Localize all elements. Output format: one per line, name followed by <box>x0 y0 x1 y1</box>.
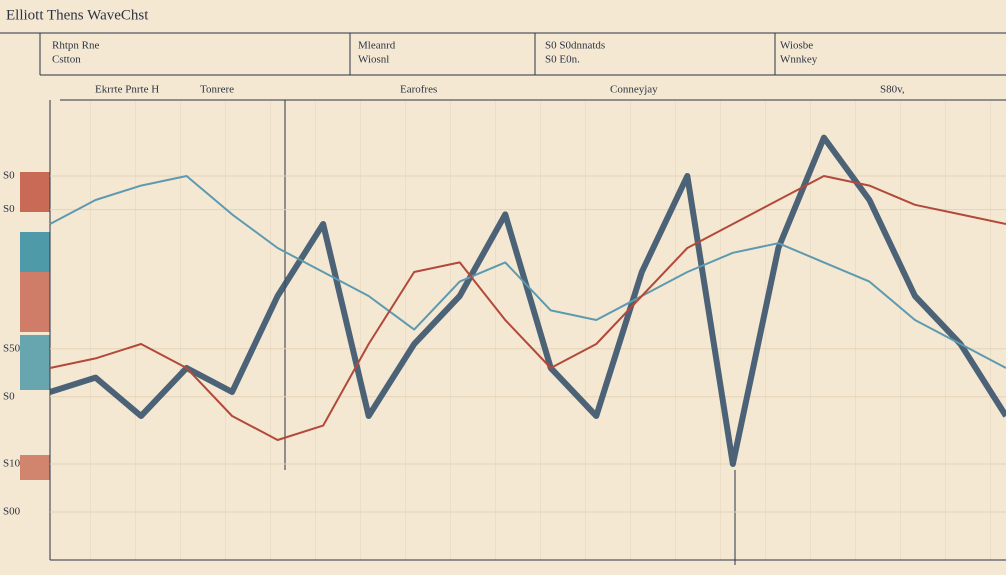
y-tick-label: S10 <box>3 458 21 470</box>
header-label: Wiosbe <box>780 40 813 52</box>
header-label: S0 S0dnnatds <box>545 40 605 52</box>
side-band <box>20 272 50 332</box>
y-tick-label: S50 <box>3 342 21 354</box>
side-band <box>20 455 50 480</box>
band-label: Ekrrte Pnrte H <box>95 84 159 96</box>
side-band <box>20 232 50 272</box>
side-band <box>20 335 50 390</box>
header-label: Wiosnl <box>358 54 389 66</box>
band-label: Earofres <box>400 84 437 96</box>
line-series <box>49 175 1006 441</box>
header-label: Wnnkey <box>780 54 818 66</box>
y-tick-label: S00 <box>3 506 21 518</box>
header-label: Rhtpn Rne <box>52 40 99 52</box>
y-tick-label: S0 <box>3 390 15 402</box>
line-series <box>49 175 1006 369</box>
y-tick-label: S0 <box>3 203 15 215</box>
header-label: S0 E0n. <box>545 54 580 66</box>
band-label: S80v, <box>880 84 905 96</box>
header-label: Cstton <box>52 54 81 66</box>
line-series <box>49 134 1006 467</box>
side-band <box>20 172 50 212</box>
band-label: Tonrere <box>200 84 234 96</box>
chart-title: Elliott Thens WaveChst <box>6 7 149 23</box>
header-label: Mleanrd <box>358 40 396 52</box>
y-tick-label: S0 <box>3 170 15 182</box>
band-label: Conneyjay <box>610 84 658 96</box>
plot-background <box>50 100 1006 560</box>
